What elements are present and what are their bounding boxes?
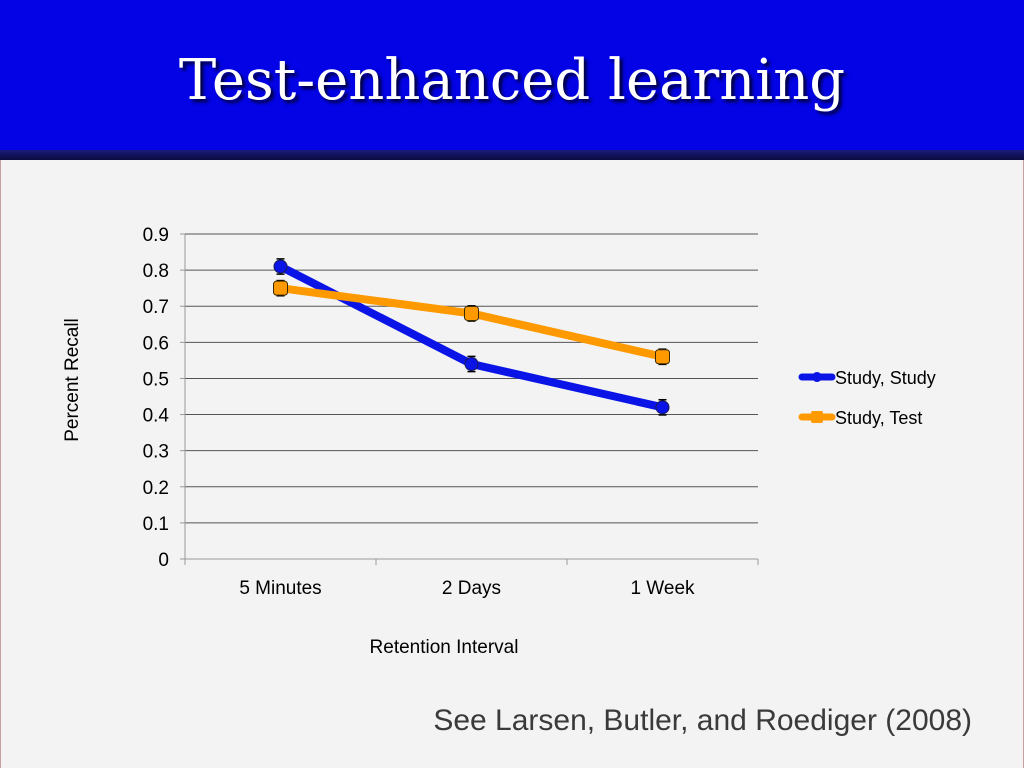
y-tick-label: 0.7 [143, 297, 169, 318]
y-tick-label: 0.3 [143, 442, 169, 463]
header-divider [0, 150, 1024, 160]
slide-title: Test-enhanced learning [178, 48, 846, 113]
y-tick-label: 0 [158, 550, 169, 571]
x-tick-label: 1 Week [630, 578, 695, 599]
legend-label-study-study: Study, Study [835, 368, 936, 388]
y-tick-label: 0.2 [143, 478, 169, 499]
frame-border-left [0, 160, 1, 768]
y-tick-label: 0.8 [143, 261, 169, 282]
data-point-study-study [464, 357, 479, 371]
data-point-study-study [273, 259, 288, 274]
series-line-study-test [276, 284, 667, 361]
data-point-study-test [464, 305, 479, 321]
y-tick-label: 0.1 [143, 514, 169, 535]
data-point-study-test [655, 349, 670, 365]
legend-marker-study-test [811, 411, 823, 423]
data-point-study-test [273, 280, 288, 296]
data-point-study-study [655, 400, 670, 415]
y-tick-label: 0.5 [143, 369, 169, 390]
x-tick-label: 5 Minutes [239, 578, 321, 599]
legend-marker-study-study [812, 372, 822, 382]
y-tick-label: 0.6 [143, 333, 169, 354]
x-tick-label: 2 Days [442, 578, 501, 599]
x-axis-title: Retention Interval [370, 637, 519, 658]
y-tick-label: 0.4 [143, 406, 170, 427]
slide-header [0, 0, 1024, 150]
series-line-study-study [276, 262, 667, 412]
legend-label-study-test: Study, Test [835, 408, 922, 428]
citation: See Larsen, Butler, and Roediger (2008) [433, 704, 972, 737]
y-axis-title: Percent Recall [62, 318, 83, 442]
y-tick-label: 0.9 [143, 225, 169, 246]
